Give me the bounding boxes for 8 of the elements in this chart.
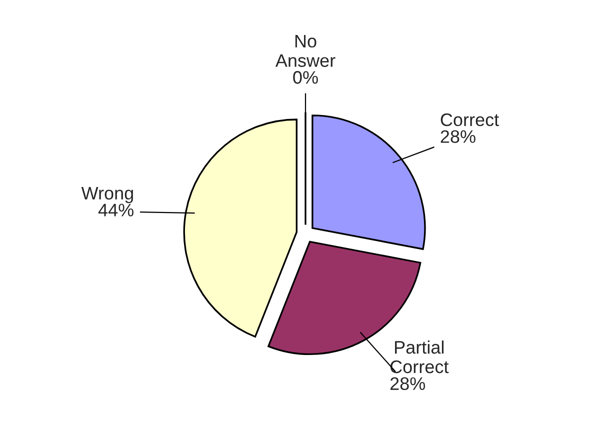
slice-label: Wrong [81,187,133,204]
slice-label: Partial Correct [390,340,449,374]
category-label: No Answer [275,34,336,67]
data-label: 44% [98,204,134,216]
slice-label: Correct [440,113,499,126]
text: 0% [293,71,318,84]
data-label: 28% [390,377,426,390]
data-label: 28% [440,130,476,143]
